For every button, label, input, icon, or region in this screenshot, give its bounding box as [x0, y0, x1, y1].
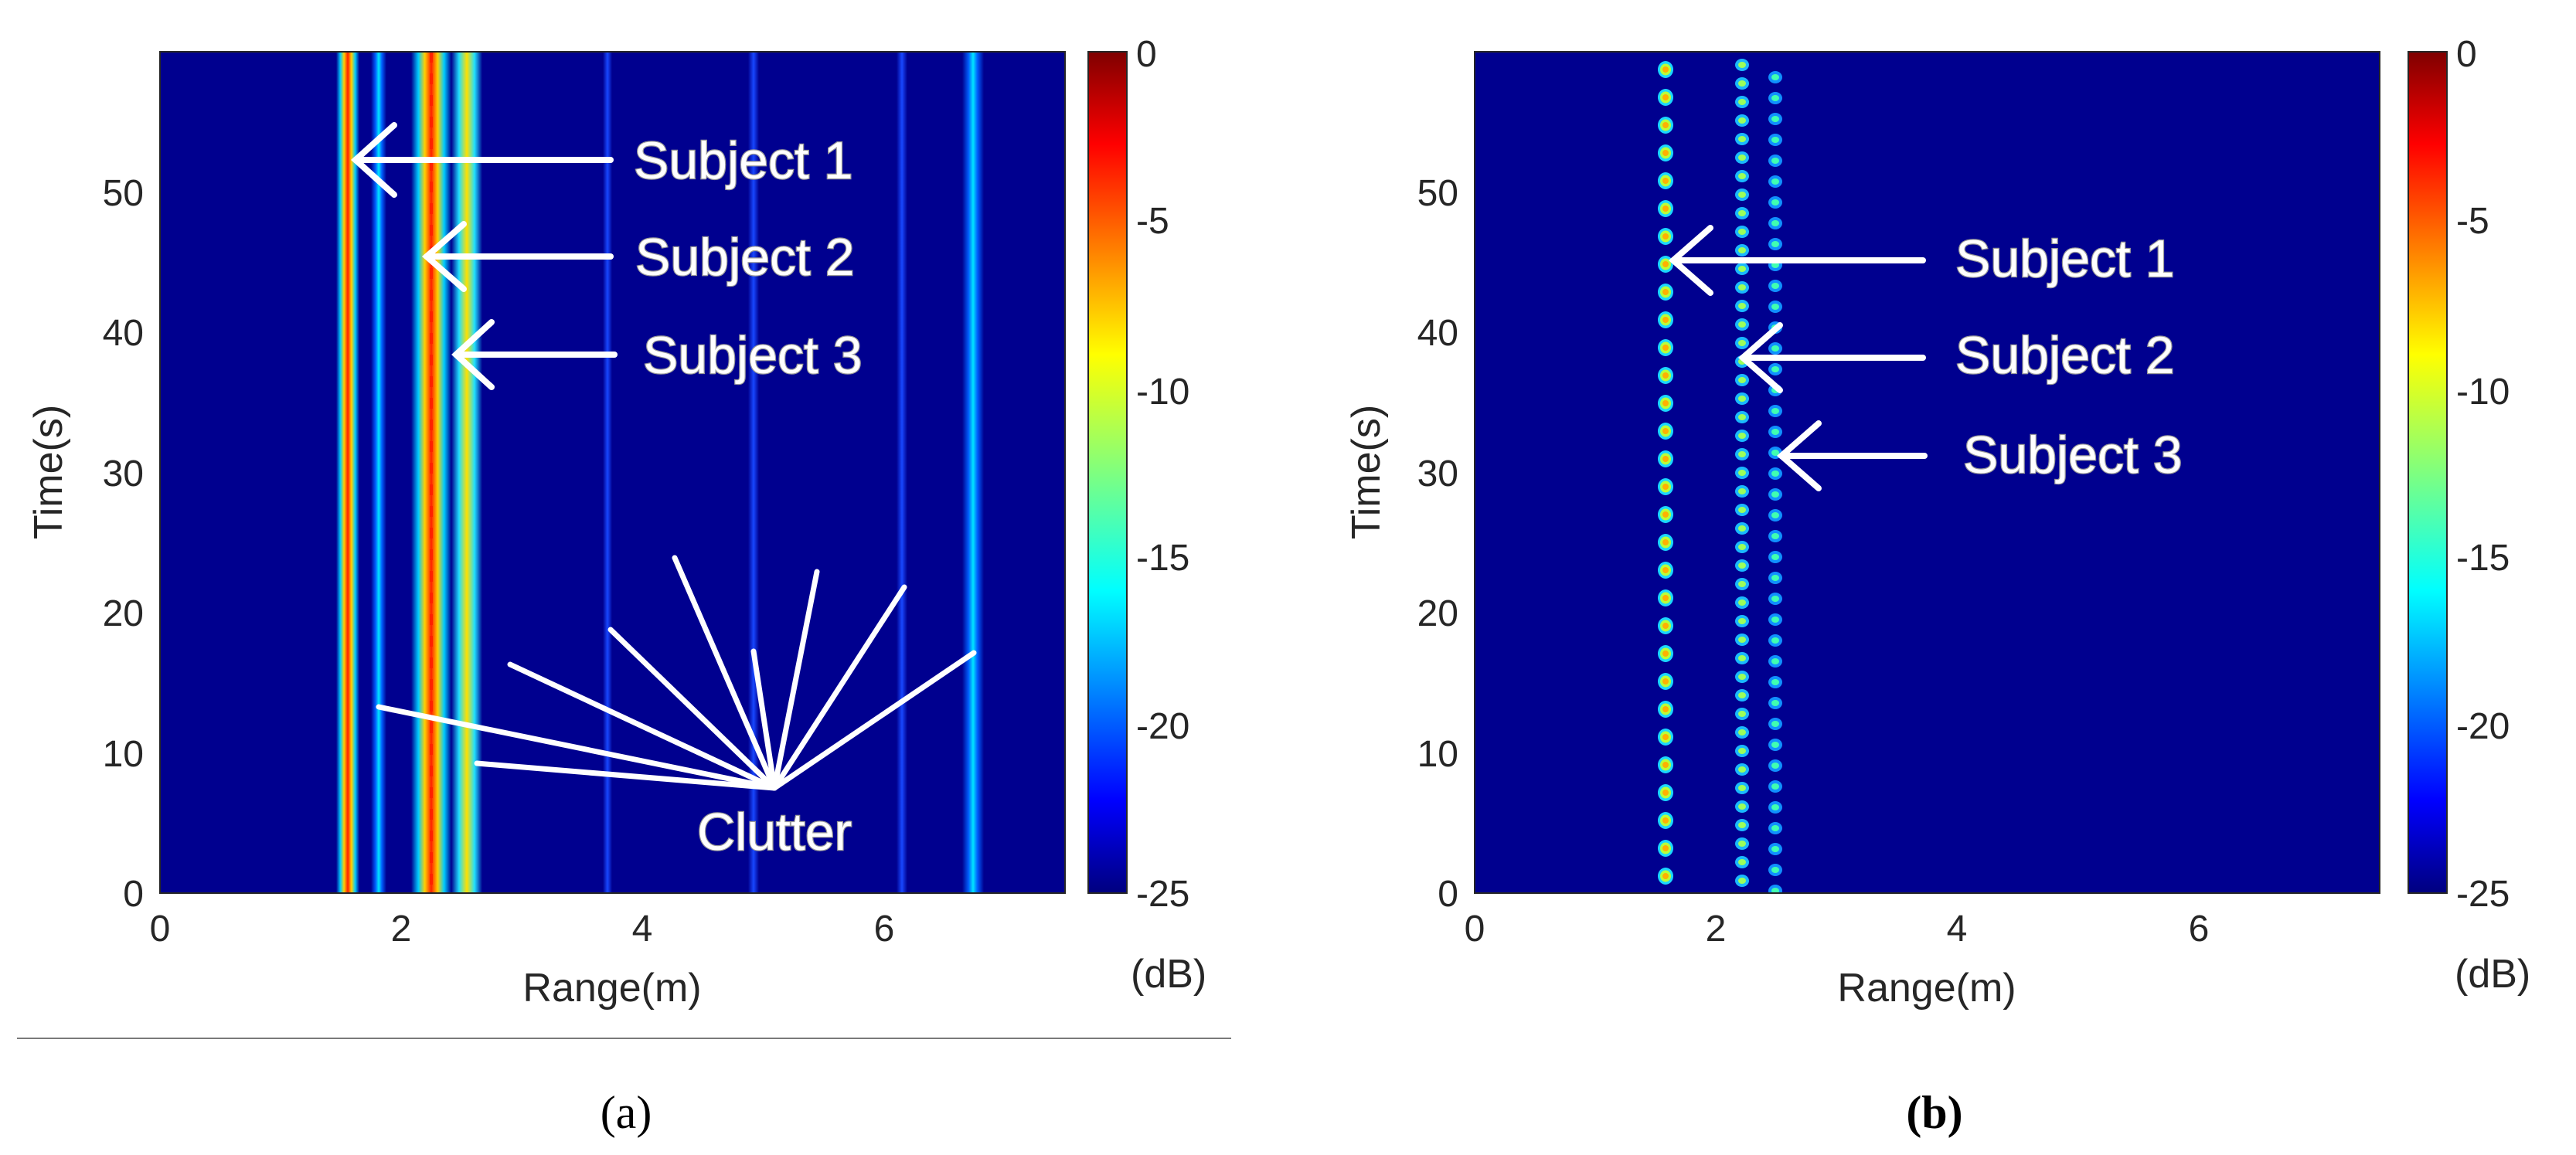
x-tick-label: 4 [1947, 909, 1968, 949]
heatmap-bands-b [1654, 52, 1786, 893]
band-a-faint-1 [603, 52, 612, 893]
y-tick-label: 10 [103, 734, 144, 775]
annotations-a: Subject 1 Subject 2 Subject 3 [351, 122, 977, 862]
x-tick-label: 6 [2189, 909, 2210, 949]
x-axis-label-a: Range(m) [522, 966, 701, 1011]
arrow-subject-3 [1776, 420, 1928, 491]
y-tick-label: 20 [103, 593, 144, 634]
colorbar-tick-label: -10 [2456, 372, 2510, 413]
colorbar-tick-label: 0 [1136, 34, 1157, 75]
x-tick-label: 2 [1706, 909, 1727, 949]
annotation-subject-1: Subject 1 [1955, 229, 2175, 288]
x-axis-label-b: Range(m) [1837, 966, 2016, 1011]
y-tick-label: 50 [1417, 173, 1458, 214]
band-b-subject-2 [1731, 58, 1753, 893]
y-ticks-a: 0 10 20 30 40 50 [103, 173, 144, 915]
plot-area-a [160, 52, 1065, 893]
band-a-faint-3 [897, 52, 907, 893]
colorbar-unit-label: (dB) [2455, 952, 2530, 997]
y-tick-label: 40 [1417, 313, 1458, 354]
arrow-subject-2 [421, 221, 614, 292]
colorbar-b-bar [2408, 51, 2448, 894]
colorbar-tick-label: -25 [2456, 874, 2510, 915]
y-tick-label: 20 [1417, 593, 1458, 634]
annotation-subject-2: Subject 2 [1955, 326, 2175, 385]
plot-border-a [159, 51, 1066, 894]
colorbar-tick-label: -5 [2456, 201, 2489, 242]
caption-a-text: (a) [601, 1087, 652, 1138]
annotation-clutter: Clutter [697, 803, 852, 861]
panel-b: 0 2 4 6 0 10 20 30 40 50 Range(m) Time(s… [1344, 34, 2530, 1138]
caption-a: (a) [601, 1087, 652, 1138]
x-tick-label: 0 [1465, 909, 1485, 949]
clutter-pointer-lines [376, 555, 977, 791]
y-tick-label: 0 [1438, 874, 1458, 915]
arrow-subject-1 [351, 122, 614, 198]
band-a-subject-1 [336, 52, 359, 893]
band-a-clutter-2 [962, 52, 984, 893]
annotation-subject-3: Subject 3 [643, 326, 863, 385]
x-tick-label: 2 [391, 909, 412, 949]
plot-border-b [1474, 51, 2380, 894]
y-axis-label-b: Time(s) [1344, 405, 1389, 539]
plot-area-b [1475, 52, 2380, 893]
colorbar-unit-label: (dB) [1131, 952, 1206, 997]
colorbar-tick-label: -15 [1136, 538, 1189, 579]
y-tick-label: 30 [103, 454, 144, 494]
annotations-b: Subject 1 Subject 2 Subject 3 [1668, 225, 2183, 491]
arrow-subject-1 [1668, 225, 1926, 296]
arrow-subject-2 [1737, 322, 1926, 393]
x-tick-label: 6 [874, 909, 895, 949]
x-ticks-b: 0 2 4 6 [1465, 909, 2210, 949]
colorbar-tick-label: -5 [1136, 201, 1169, 242]
y-axis-label-a: Time(s) [26, 405, 71, 539]
band-b-subject-3 [1764, 67, 1786, 893]
colorbar-tick-label: -25 [1136, 874, 1189, 915]
colorbar-tick-label: -10 [1136, 372, 1189, 413]
y-tick-label: 0 [123, 874, 144, 915]
colorbar-a: 0 -5 -10 -15 -20 -25 (dB) [1087, 34, 1206, 997]
y-tick-label: 30 [1417, 454, 1458, 494]
colorbar-a-bar [1087, 51, 1128, 894]
annotation-subject-1: Subject 1 [634, 131, 853, 190]
band-a-clutter-1 [371, 52, 386, 893]
colorbar-tick-label: -15 [2456, 538, 2510, 579]
y-tick-label: 50 [103, 173, 144, 214]
band-b-subject-1 [1654, 52, 1677, 893]
annotation-subject-2: Subject 2 [635, 228, 855, 287]
colorbar-tick-label: -20 [2456, 706, 2510, 747]
y-tick-label: 10 [1417, 734, 1458, 775]
x-ticks-a: 0 2 4 6 [150, 909, 895, 949]
caption-b-text: (b) [1906, 1087, 1962, 1138]
x-tick-label: 4 [632, 909, 653, 949]
caption-b: (b) [1906, 1087, 1962, 1138]
colorbar-tick-label: -20 [1136, 706, 1189, 747]
panel-a: 0 2 4 6 0 10 20 30 40 50 Range(m) Time(s… [17, 34, 1231, 1138]
y-ticks-b: 0 10 20 30 40 50 [1417, 173, 1458, 915]
colorbar-tick-label: 0 [2456, 34, 2477, 75]
y-tick-label: 40 [103, 313, 144, 354]
annotation-subject-3: Subject 3 [1963, 426, 2183, 484]
x-tick-label: 0 [150, 909, 171, 949]
arrow-subject-3 [451, 319, 618, 390]
band-a-subject-3 [451, 52, 482, 893]
colorbar-b: 0 -5 -10 -15 -20 -25 (dB) [2408, 34, 2530, 997]
